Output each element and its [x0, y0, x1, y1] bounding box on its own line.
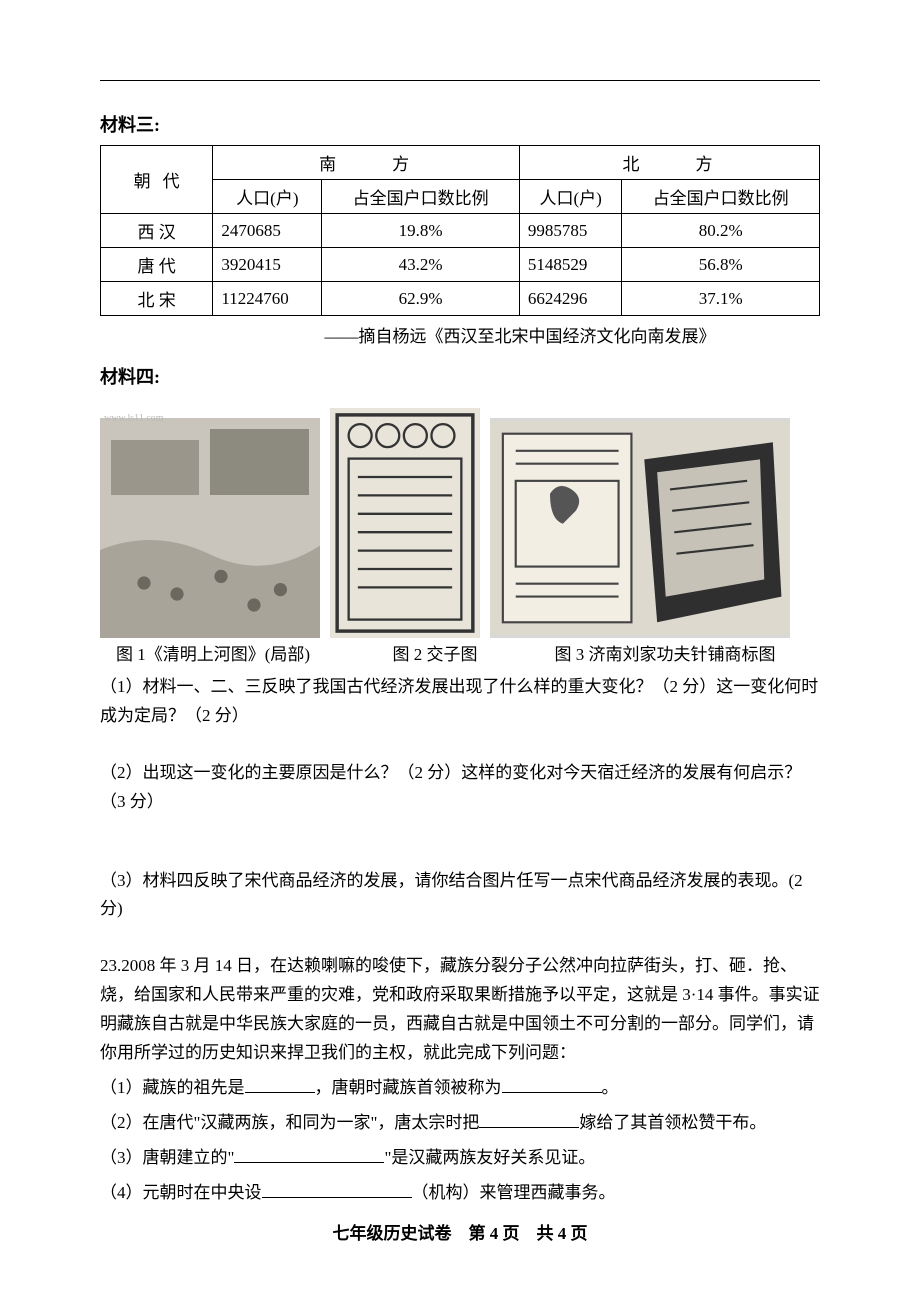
q23-s1a: （1）藏族的祖先是 [100, 1078, 245, 1097]
cell-dyn: 北 宋 [101, 282, 213, 316]
material4-label: 材料四: [100, 363, 820, 389]
q23-sub4: （4）元朝时在中央设 （机构）来管理西藏事务。 [100, 1179, 820, 1208]
painting-icon [100, 418, 320, 638]
captions-row: 图 1《清明上河图》(局部) 图 2 交子图 图 3 济南刘家功夫针铺商标图 [100, 640, 820, 665]
question-1: （1）材料一、二、三反映了我国古代经济发展出现了什么样的重大变化？（2 分）这一… [100, 673, 820, 731]
blank [479, 1111, 579, 1128]
page-footer: 七年级历史试卷 第 4 页 共 4 页 [100, 1219, 820, 1244]
figure-3-trademark [490, 418, 790, 638]
material3-label: 材料三: [100, 111, 820, 137]
blank [502, 1076, 602, 1093]
th-dynasty: 朝代 [101, 146, 213, 214]
q23-s4b: （机构）来管理西藏事务。 [412, 1183, 616, 1202]
q23-intro: 23.2008 年 3 月 14 日，在达赖喇嘛的唆使下，藏族分裂分子公然冲向拉… [100, 952, 820, 1068]
q23-sub1: （1）藏族的祖先是 ，唐朝时藏族首领被称为 。 [100, 1074, 820, 1103]
figure-2-jiaozi [330, 408, 480, 638]
caption-1: 图 1《清明上河图》(局部) [100, 640, 350, 665]
trademark-icon [490, 418, 790, 638]
th-north-pop: 人口(户) [519, 180, 621, 214]
cell: 9985785 [519, 214, 621, 248]
population-table: 朝代 南方 北方 人口(户) 占全国户口数比例 人口(户) 占全国户口数比例 西… [100, 145, 820, 316]
material3-citation: ——摘自杨远《西汉至北宋中国经济文化向南发展》 [100, 322, 820, 347]
table-row: 唐 代 3920415 43.2% 5148529 56.8% [101, 248, 820, 282]
q23-sub2: （2）在唐代"汉藏两族，和同为一家"，唐太宗时把 嫁给了其首领松赞干布。 [100, 1109, 820, 1138]
banknote-icon [330, 408, 480, 638]
blank [262, 1181, 412, 1198]
footer-prefix: 七年级历史试卷 [333, 1224, 452, 1243]
cell: 80.2% [622, 214, 820, 248]
question-3: （3）材料四反映了宋代商品经济的发展，请你结合图片任写一点宋代商品经济发展的表现… [100, 867, 820, 925]
cell: 5148529 [519, 248, 621, 282]
table-row: 北 宋 11224760 62.9% 6624296 37.1% [101, 282, 820, 316]
q23-s3b: "是汉藏两族友好关系见证。 [384, 1148, 595, 1167]
cell: 62.9% [322, 282, 520, 316]
q23-sub3: （3）唐朝建立的" "是汉藏两族友好关系见证。 [100, 1144, 820, 1173]
footer-page: 第 4 页 共 4 页 [469, 1224, 588, 1243]
cell: 3920415 [213, 248, 322, 282]
th-south: 南方 [213, 146, 520, 180]
figure-1-qingming [100, 418, 320, 638]
cell: 56.8% [622, 248, 820, 282]
q23-s2b: 嫁给了其首领松赞干布。 [579, 1113, 766, 1132]
th-south-pop: 人口(户) [213, 180, 322, 214]
th-south-ratio: 占全国户口数比例 [322, 180, 520, 214]
cell: 43.2% [322, 248, 520, 282]
top-rule [100, 80, 820, 81]
cell: 11224760 [213, 282, 322, 316]
cell: 2470685 [213, 214, 322, 248]
q23-s1c: 。 [602, 1078, 619, 1097]
caption-2: 图 2 交子图 [350, 640, 520, 665]
table-row: 西 汉 2470685 19.8% 9985785 80.2% [101, 214, 820, 248]
question-2: （2）出现这一变化的主要原因是什么？（2 分）这样的变化对今天宿迁经济的发展有何… [100, 759, 820, 817]
cell-dyn: 唐 代 [101, 248, 213, 282]
cell-dyn: 西 汉 [101, 214, 213, 248]
q23-s2a: （2）在唐代"汉藏两族，和同为一家"，唐太宗时把 [100, 1113, 479, 1132]
q23-s4a: （4）元朝时在中央设 [100, 1183, 262, 1202]
images-row [100, 408, 820, 638]
cell: 37.1% [622, 282, 820, 316]
q23-s1b: ，唐朝时藏族首领被称为 [315, 1078, 502, 1097]
q23-s3a: （3）唐朝建立的" [100, 1148, 234, 1167]
cell: 19.8% [322, 214, 520, 248]
blank [245, 1076, 315, 1093]
blank [234, 1146, 384, 1163]
caption-3: 图 3 济南刘家功夫针铺商标图 [520, 640, 810, 665]
th-north-ratio: 占全国户口数比例 [622, 180, 820, 214]
watermark-text: www.ls11.com [104, 413, 824, 424]
cell: 6624296 [519, 282, 621, 316]
th-north: 北方 [519, 146, 819, 180]
